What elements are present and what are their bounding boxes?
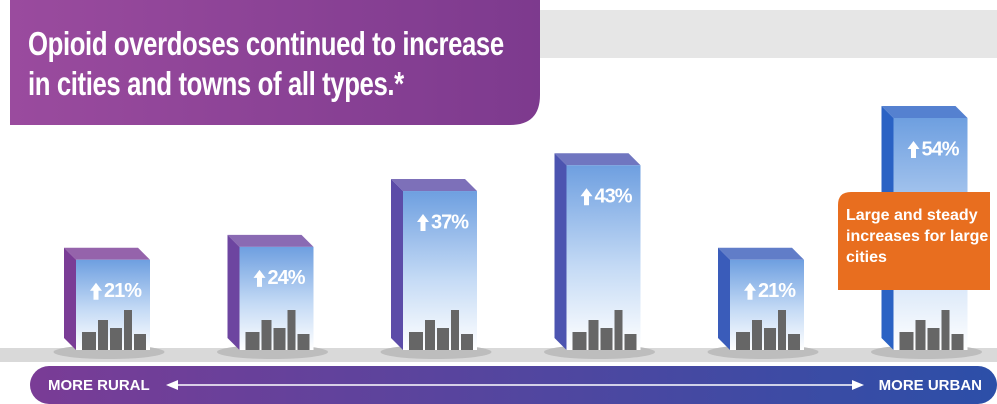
axis-label-left: MORE RURAL: [48, 377, 150, 394]
skyline: [788, 334, 800, 350]
bar-side: [64, 247, 76, 350]
skyline: [736, 332, 750, 350]
skyline: [461, 334, 473, 350]
value-label: 21%: [758, 280, 796, 302]
skyline: [951, 334, 964, 350]
chart-title: Opioid overdoses continued to increase i…: [28, 25, 504, 102]
bar-side: [391, 179, 403, 350]
axis-arrow-left: [166, 380, 178, 390]
bar-side: [718, 247, 730, 350]
skyline: [124, 310, 132, 350]
skyline: [134, 334, 146, 350]
skyline: [110, 328, 122, 350]
skyline: [624, 334, 637, 350]
skyline: [82, 332, 96, 350]
value-label: 21%: [104, 280, 142, 302]
axis-arrow-right: [852, 380, 864, 390]
bar-top: [881, 106, 968, 118]
bar-top: [554, 153, 641, 166]
value-label: 54%: [922, 138, 960, 160]
up-arrow: [90, 282, 102, 300]
up-arrow: [907, 141, 920, 158]
bar-top: [227, 234, 314, 247]
skyline: [409, 332, 423, 350]
header-band: [540, 10, 997, 58]
skyline: [572, 332, 587, 350]
skyline: [437, 328, 449, 350]
skyline: [297, 334, 310, 350]
value-label: 24%: [268, 267, 306, 289]
skyline: [98, 320, 108, 350]
bar-side: [554, 153, 567, 350]
value-label: 43%: [595, 186, 633, 208]
bar-top: [718, 247, 804, 260]
skyline: [245, 332, 260, 350]
skyline: [927, 328, 940, 350]
bar-top: [391, 179, 477, 192]
annotation: Large and steady increases for large cit…: [846, 207, 989, 266]
up-arrow: [580, 188, 593, 206]
up-arrow: [744, 282, 756, 300]
skyline: [287, 310, 296, 350]
skyline: [261, 320, 272, 350]
skyline: [899, 332, 914, 350]
bar: [566, 165, 641, 350]
skyline: [764, 328, 776, 350]
skyline: [425, 320, 435, 350]
up-arrow: [253, 269, 266, 287]
bar-top: [64, 247, 150, 260]
up-arrow: [417, 214, 429, 232]
value-label: 37%: [431, 211, 469, 233]
skyline: [614, 310, 623, 350]
axis-label-right: MORE URBAN: [879, 377, 982, 394]
skyline: [273, 328, 286, 350]
skyline: [752, 320, 762, 350]
bar-side: [227, 234, 240, 350]
bar: [403, 191, 477, 350]
skyline: [778, 310, 786, 350]
annotation-box: [838, 192, 990, 290]
skyline: [941, 310, 950, 350]
skyline: [915, 320, 926, 350]
skyline: [451, 310, 459, 350]
skyline: [600, 328, 613, 350]
title-box: [10, 0, 540, 125]
skyline: [588, 320, 599, 350]
